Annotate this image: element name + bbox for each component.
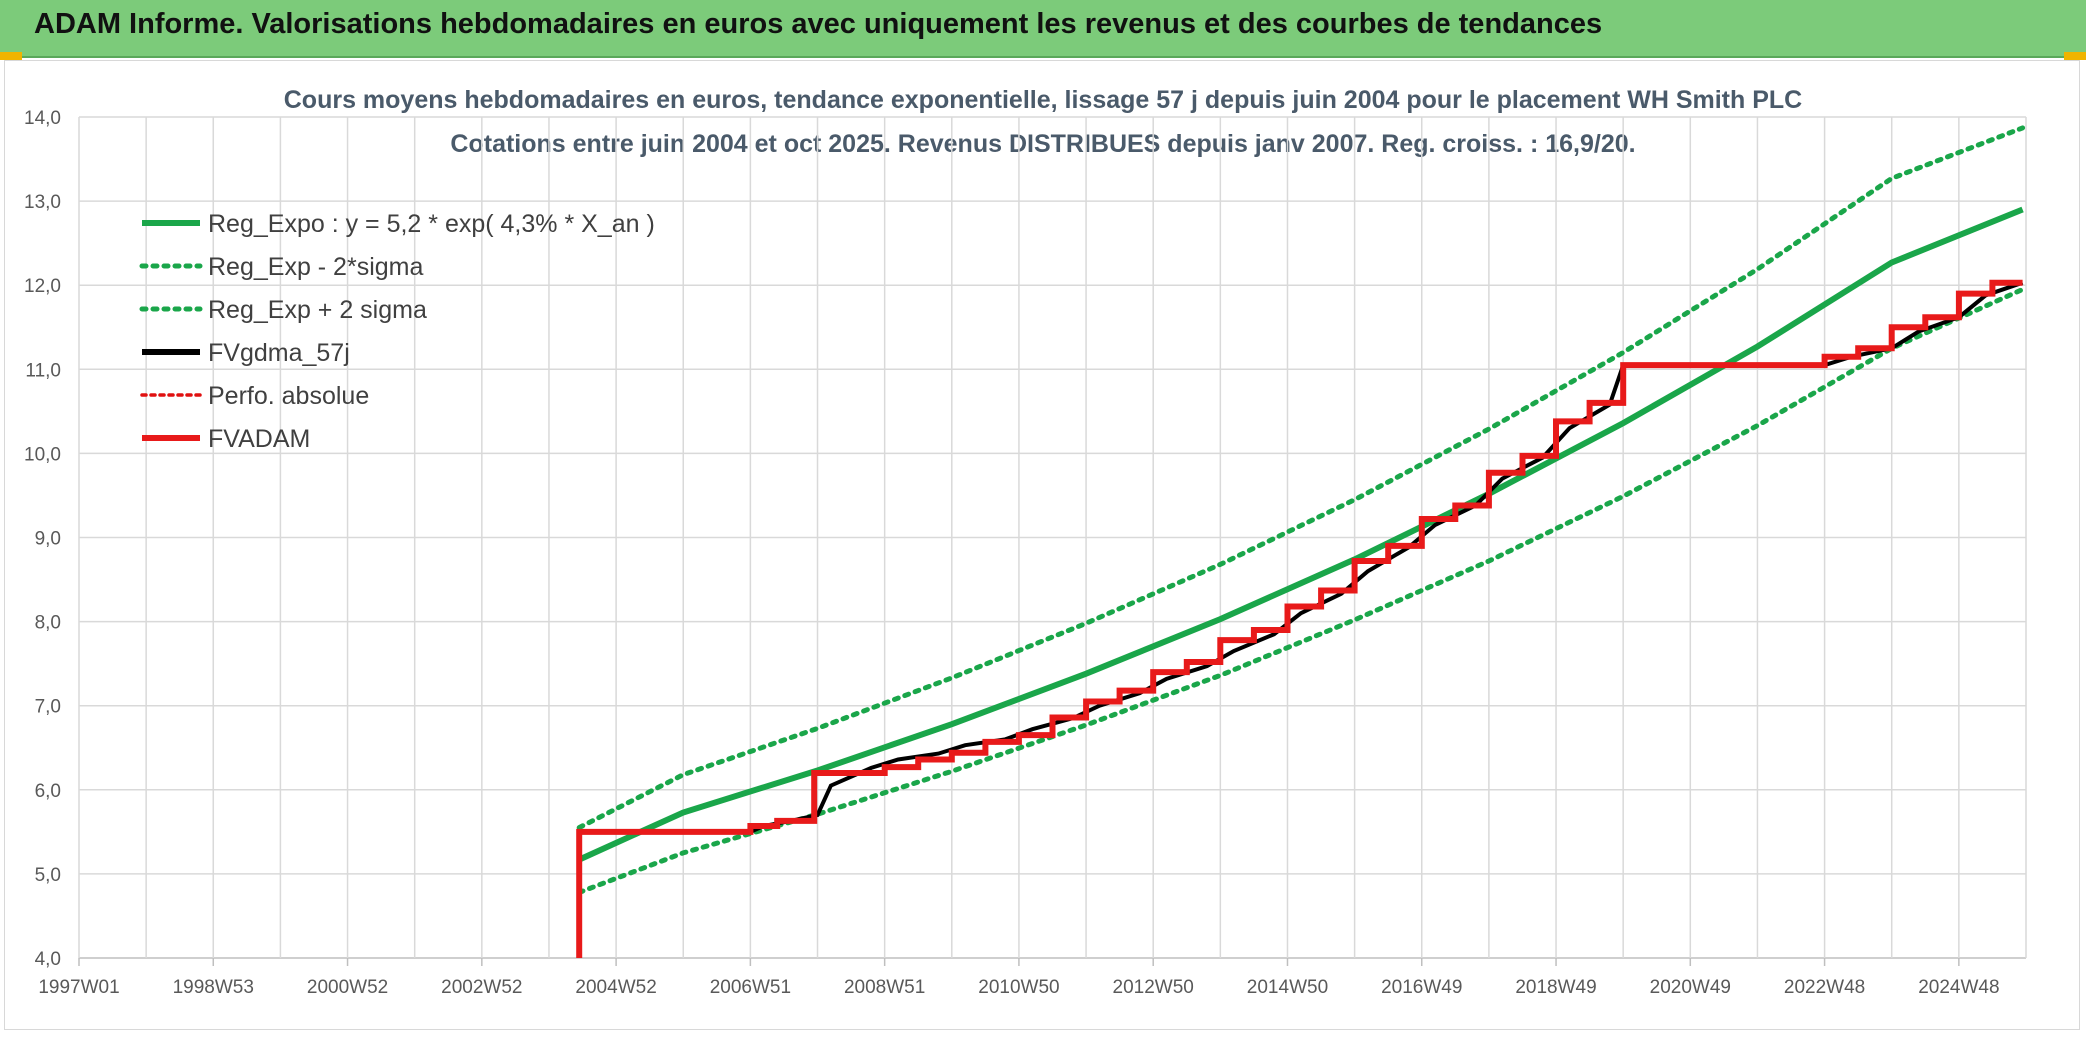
corner-mark-left [0, 52, 22, 60]
series-line-2 [576, 125, 2026, 831]
legend-label: FVgdma_57j [208, 339, 350, 367]
y-tick-label: 6,0 [35, 781, 61, 802]
x-tick-label: 1997W01 [38, 977, 119, 998]
x-tick-label: 2018W49 [1515, 977, 1596, 998]
y-tick-label: 10,0 [24, 444, 61, 465]
x-tick-label: 2006W51 [710, 977, 791, 998]
y-tick-label: 8,0 [35, 613, 61, 634]
legend-label: Reg_Expo : y = 5,2 * exp( 4,3% * X_an ) [208, 210, 655, 238]
x-tick-label: 2004W52 [575, 977, 656, 998]
x-tick-label: 1998W53 [173, 977, 254, 998]
y-tick-label: 9,0 [35, 529, 61, 550]
x-tick-label: 2024W48 [1918, 977, 1999, 998]
x-tick-label: 2000W52 [307, 977, 388, 998]
x-tick-label: 2022W48 [1784, 977, 1865, 998]
corner-mark-right [2064, 52, 2086, 60]
legend-label: Reg_Exp - 2*sigma [208, 253, 423, 281]
y-tick-label: 7,0 [35, 697, 61, 718]
y-tick-label: 11,0 [25, 360, 61, 381]
x-tick-label: 2002W52 [441, 977, 522, 998]
series-line-0 [577, 206, 2024, 863]
legend-label: Perfo. absolue [208, 382, 369, 410]
x-tick-label: 2014W50 [1247, 977, 1328, 998]
report-title: ADAM Informe. Valorisations hebdomadaire… [34, 8, 1603, 40]
chart-title-line1: Cours moyens hebdomadaires en euros, ten… [283, 86, 1803, 114]
series-line-1 [576, 286, 2026, 895]
chart-frame [4, 60, 2080, 1030]
legend-label: FVADAM [208, 425, 310, 453]
x-tick-label: 2016W49 [1381, 977, 1462, 998]
legend-label: Reg_Exp + 2 sigma [208, 296, 427, 324]
y-tick-label: 5,0 [35, 865, 61, 886]
x-tick-label: 2008W51 [844, 977, 925, 998]
series-line-3 [577, 280, 2024, 958]
y-tick-label: 14,0 [24, 108, 61, 129]
x-tick-label: 2020W49 [1650, 977, 1731, 998]
x-tick-label: 2012W50 [1113, 977, 1194, 998]
x-tick-label: 2010W50 [978, 977, 1059, 998]
y-tick-label: 4,0 [35, 949, 61, 970]
header-bar: ADAM Informe. Valorisations hebdomadaire… [0, 0, 2086, 58]
series-line-5 [576, 279, 2023, 958]
y-tick-label: 12,0 [24, 276, 61, 297]
chart-title-line2: Cotations entre juin 2004 et oct 2025. R… [450, 130, 1636, 158]
y-tick-label: 13,0 [24, 192, 61, 213]
